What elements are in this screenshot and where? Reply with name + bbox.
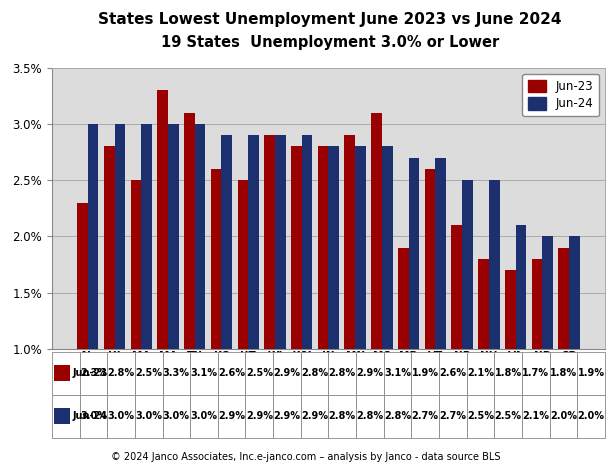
Bar bbox=[114, 124, 125, 461]
Bar bbox=[157, 90, 168, 461]
Bar bbox=[398, 248, 409, 461]
Bar bbox=[77, 203, 88, 461]
Bar bbox=[371, 113, 382, 461]
Bar bbox=[355, 146, 366, 461]
Bar bbox=[382, 146, 393, 461]
Text: 2.8%: 2.8% bbox=[301, 368, 328, 378]
Bar bbox=[88, 124, 98, 461]
Text: 2.5%: 2.5% bbox=[467, 411, 494, 421]
Bar bbox=[195, 124, 205, 461]
Bar bbox=[168, 124, 178, 461]
Bar bbox=[221, 135, 232, 461]
Bar bbox=[452, 225, 462, 461]
Text: 2.6%: 2.6% bbox=[218, 368, 245, 378]
Bar bbox=[516, 225, 526, 461]
Text: 2.8%: 2.8% bbox=[384, 411, 411, 421]
Text: 2.9%: 2.9% bbox=[274, 411, 301, 421]
Text: Jun-24: Jun-24 bbox=[73, 411, 108, 421]
Text: 1.8%: 1.8% bbox=[550, 368, 577, 378]
Bar bbox=[184, 113, 195, 461]
Bar bbox=[409, 158, 419, 461]
Text: 2.9%: 2.9% bbox=[274, 368, 301, 378]
Bar bbox=[569, 236, 580, 461]
Bar bbox=[543, 236, 553, 461]
Text: Jun-23: Jun-23 bbox=[73, 368, 108, 378]
Bar bbox=[302, 135, 312, 461]
Text: 1.9%: 1.9% bbox=[412, 368, 439, 378]
Text: 2.3%: 2.3% bbox=[80, 368, 107, 378]
Text: 2.7%: 2.7% bbox=[439, 411, 466, 421]
Bar bbox=[264, 135, 275, 461]
Bar bbox=[505, 270, 516, 461]
Legend: Jun-23, Jun-24: Jun-23, Jun-24 bbox=[522, 74, 599, 117]
Text: 2.9%: 2.9% bbox=[301, 411, 328, 421]
Text: 19 States  Unemployment 3.0% or Lower: 19 States Unemployment 3.0% or Lower bbox=[161, 35, 499, 50]
Bar bbox=[558, 248, 569, 461]
Text: 2.8%: 2.8% bbox=[356, 411, 384, 421]
Bar bbox=[345, 135, 355, 461]
Text: 2.8%: 2.8% bbox=[108, 368, 134, 378]
Bar bbox=[425, 169, 436, 461]
Text: 2.0%: 2.0% bbox=[577, 411, 604, 421]
Text: 2.1%: 2.1% bbox=[522, 411, 549, 421]
Bar bbox=[141, 124, 152, 461]
Bar bbox=[104, 146, 114, 461]
Text: 1.9%: 1.9% bbox=[577, 368, 604, 378]
Text: 3.3%: 3.3% bbox=[163, 368, 190, 378]
Text: 3.0%: 3.0% bbox=[135, 411, 162, 421]
Text: 2.5%: 2.5% bbox=[135, 368, 162, 378]
Text: 2.9%: 2.9% bbox=[246, 411, 273, 421]
Text: 2.5%: 2.5% bbox=[246, 368, 273, 378]
Text: 2.8%: 2.8% bbox=[329, 368, 356, 378]
Bar bbox=[318, 146, 329, 461]
Text: 1.8%: 1.8% bbox=[494, 368, 522, 378]
Text: 1.7%: 1.7% bbox=[522, 368, 549, 378]
Text: 2.8%: 2.8% bbox=[329, 411, 356, 421]
Text: 3.1%: 3.1% bbox=[384, 368, 411, 378]
Text: 3.0%: 3.0% bbox=[191, 411, 218, 421]
Text: 2.6%: 2.6% bbox=[439, 368, 466, 378]
Bar bbox=[211, 169, 221, 461]
Bar bbox=[478, 259, 489, 461]
Bar bbox=[462, 180, 473, 461]
Bar bbox=[238, 180, 248, 461]
Text: 3.0%: 3.0% bbox=[163, 411, 190, 421]
Text: 2.5%: 2.5% bbox=[495, 411, 522, 421]
Bar bbox=[291, 146, 302, 461]
Bar bbox=[489, 180, 500, 461]
Text: 2.7%: 2.7% bbox=[412, 411, 439, 421]
Text: 2.9%: 2.9% bbox=[356, 368, 383, 378]
Text: 3.0%: 3.0% bbox=[108, 411, 134, 421]
Text: 3.0%: 3.0% bbox=[80, 411, 107, 421]
Bar bbox=[131, 180, 141, 461]
Bar bbox=[329, 146, 339, 461]
Text: 2.1%: 2.1% bbox=[467, 368, 494, 378]
Text: 2.9%: 2.9% bbox=[218, 411, 245, 421]
Bar bbox=[248, 135, 259, 461]
Text: © 2024 Janco Associates, Inc.e-janco.com – analysis by Janco - data source BLS: © 2024 Janco Associates, Inc.e-janco.com… bbox=[111, 453, 500, 462]
Bar bbox=[436, 158, 446, 461]
Text: States Lowest Unemployment June 2023 vs June 2024: States Lowest Unemployment June 2023 vs … bbox=[98, 12, 562, 27]
Text: 3.1%: 3.1% bbox=[191, 368, 218, 378]
Bar bbox=[532, 259, 543, 461]
Text: 2.0%: 2.0% bbox=[550, 411, 577, 421]
Bar bbox=[275, 135, 285, 461]
